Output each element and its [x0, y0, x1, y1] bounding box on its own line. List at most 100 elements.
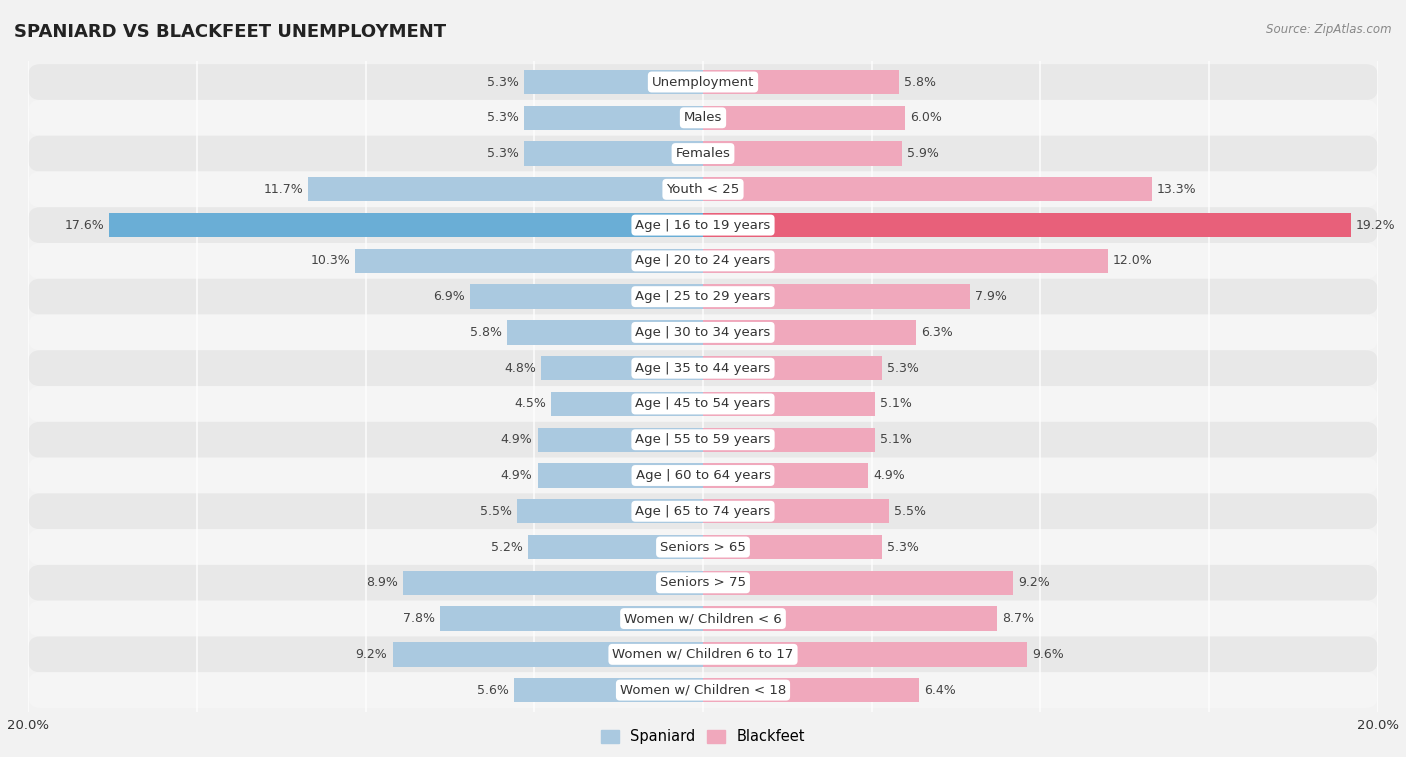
Bar [308, 177, 703, 201]
Text: 6.9%: 6.9% [433, 290, 465, 303]
Bar [703, 320, 915, 344]
Bar [537, 463, 703, 488]
Text: 5.6%: 5.6% [477, 684, 509, 696]
Text: Females: Females [675, 147, 731, 160]
Text: SPANIARD VS BLACKFEET UNEMPLOYMENT: SPANIARD VS BLACKFEET UNEMPLOYMENT [14, 23, 446, 41]
Text: 10.3%: 10.3% [311, 254, 350, 267]
Text: 5.8%: 5.8% [470, 326, 502, 339]
Text: 7.9%: 7.9% [974, 290, 1007, 303]
Text: Age | 60 to 64 years: Age | 60 to 64 years [636, 469, 770, 482]
Text: 9.6%: 9.6% [1032, 648, 1064, 661]
Bar [110, 213, 703, 237]
Bar [703, 535, 882, 559]
Bar [527, 535, 703, 559]
Text: Seniors > 65: Seniors > 65 [659, 540, 747, 553]
Text: 7.8%: 7.8% [402, 612, 434, 625]
Text: 4.5%: 4.5% [515, 397, 546, 410]
Bar [551, 392, 703, 416]
Bar [524, 70, 703, 94]
Legend: Spaniard, Blackfeet: Spaniard, Blackfeet [595, 723, 811, 750]
Text: 5.2%: 5.2% [491, 540, 523, 553]
Text: 5.1%: 5.1% [880, 433, 912, 446]
Text: 9.2%: 9.2% [356, 648, 388, 661]
FancyBboxPatch shape [28, 386, 1378, 422]
Text: Age | 16 to 19 years: Age | 16 to 19 years [636, 219, 770, 232]
Text: Source: ZipAtlas.com: Source: ZipAtlas.com [1267, 23, 1392, 36]
Bar [524, 106, 703, 130]
Text: Age | 55 to 59 years: Age | 55 to 59 years [636, 433, 770, 446]
Text: 5.1%: 5.1% [880, 397, 912, 410]
Bar [703, 213, 1351, 237]
Bar [402, 571, 703, 595]
Text: 5.3%: 5.3% [488, 147, 519, 160]
Bar [703, 463, 869, 488]
Bar [703, 285, 970, 309]
Text: Seniors > 75: Seniors > 75 [659, 576, 747, 589]
Text: Women w/ Children 6 to 17: Women w/ Children 6 to 17 [613, 648, 793, 661]
FancyBboxPatch shape [28, 279, 1378, 314]
Text: 4.9%: 4.9% [873, 469, 905, 482]
FancyBboxPatch shape [28, 565, 1378, 601]
Bar [524, 142, 703, 166]
Bar [703, 499, 889, 523]
Bar [537, 428, 703, 452]
Text: 5.5%: 5.5% [481, 505, 512, 518]
Bar [703, 142, 903, 166]
Text: 9.2%: 9.2% [1018, 576, 1050, 589]
Bar [392, 642, 703, 666]
Text: 6.0%: 6.0% [911, 111, 942, 124]
Bar [703, 392, 875, 416]
Bar [470, 285, 703, 309]
FancyBboxPatch shape [28, 494, 1378, 529]
Bar [703, 642, 1026, 666]
Text: Women w/ Children < 6: Women w/ Children < 6 [624, 612, 782, 625]
FancyBboxPatch shape [28, 171, 1378, 207]
Text: Age | 25 to 29 years: Age | 25 to 29 years [636, 290, 770, 303]
Bar [356, 249, 703, 273]
Text: 8.9%: 8.9% [366, 576, 398, 589]
FancyBboxPatch shape [28, 529, 1378, 565]
Bar [703, 428, 875, 452]
Text: Age | 35 to 44 years: Age | 35 to 44 years [636, 362, 770, 375]
FancyBboxPatch shape [28, 136, 1378, 171]
FancyBboxPatch shape [28, 601, 1378, 637]
Text: 5.8%: 5.8% [904, 76, 936, 89]
FancyBboxPatch shape [28, 672, 1378, 708]
FancyBboxPatch shape [28, 314, 1378, 350]
Text: 6.4%: 6.4% [924, 684, 956, 696]
Bar [703, 606, 997, 631]
Bar [517, 499, 703, 523]
Bar [508, 320, 703, 344]
FancyBboxPatch shape [28, 637, 1378, 672]
Bar [703, 356, 882, 380]
Text: 5.3%: 5.3% [887, 362, 918, 375]
Text: Age | 65 to 74 years: Age | 65 to 74 years [636, 505, 770, 518]
Bar [440, 606, 703, 631]
FancyBboxPatch shape [28, 458, 1378, 494]
FancyBboxPatch shape [28, 100, 1378, 136]
Bar [703, 106, 905, 130]
Text: 4.8%: 4.8% [505, 362, 536, 375]
Bar [703, 249, 1108, 273]
Text: 13.3%: 13.3% [1157, 183, 1197, 196]
FancyBboxPatch shape [28, 64, 1378, 100]
Text: Males: Males [683, 111, 723, 124]
Text: 19.2%: 19.2% [1355, 219, 1396, 232]
Bar [515, 678, 703, 702]
FancyBboxPatch shape [28, 422, 1378, 458]
Text: Age | 45 to 54 years: Age | 45 to 54 years [636, 397, 770, 410]
Bar [703, 678, 920, 702]
Text: Age | 20 to 24 years: Age | 20 to 24 years [636, 254, 770, 267]
Text: 6.3%: 6.3% [921, 326, 952, 339]
Text: 5.3%: 5.3% [488, 76, 519, 89]
Text: 4.9%: 4.9% [501, 433, 533, 446]
Text: Unemployment: Unemployment [652, 76, 754, 89]
Text: 5.9%: 5.9% [907, 147, 939, 160]
Text: 4.9%: 4.9% [501, 469, 533, 482]
Text: 5.3%: 5.3% [488, 111, 519, 124]
Text: 12.0%: 12.0% [1114, 254, 1153, 267]
Text: Youth < 25: Youth < 25 [666, 183, 740, 196]
Bar [703, 70, 898, 94]
Bar [541, 356, 703, 380]
Text: Women w/ Children < 18: Women w/ Children < 18 [620, 684, 786, 696]
